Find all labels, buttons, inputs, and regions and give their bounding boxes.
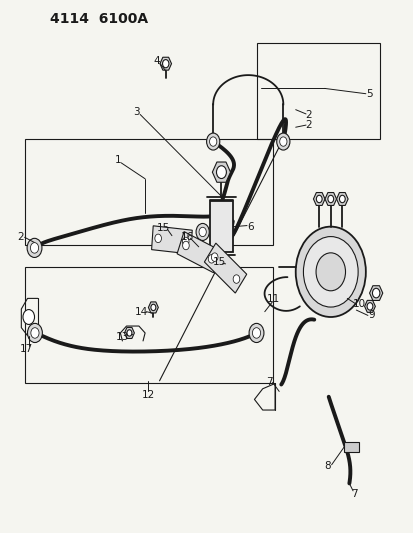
Polygon shape — [177, 232, 220, 273]
Polygon shape — [212, 162, 230, 182]
Circle shape — [154, 234, 161, 243]
Circle shape — [276, 133, 289, 150]
Text: 12: 12 — [141, 390, 154, 400]
Circle shape — [27, 238, 42, 257]
Bar — [209, 201, 232, 252]
Circle shape — [127, 330, 132, 336]
Text: 8: 8 — [324, 461, 330, 471]
Text: 10: 10 — [352, 298, 366, 309]
Circle shape — [327, 195, 333, 203]
Text: 4: 4 — [153, 56, 159, 66]
Circle shape — [211, 253, 218, 261]
Text: 11: 11 — [266, 294, 280, 304]
Circle shape — [23, 310, 34, 325]
Polygon shape — [151, 226, 192, 254]
Text: 3: 3 — [133, 107, 140, 117]
Circle shape — [196, 223, 209, 240]
Polygon shape — [364, 301, 375, 312]
Circle shape — [208, 255, 214, 263]
Circle shape — [206, 133, 219, 150]
Circle shape — [339, 195, 344, 203]
Text: 16: 16 — [180, 232, 193, 243]
Polygon shape — [324, 192, 336, 205]
Circle shape — [150, 304, 155, 311]
Circle shape — [182, 241, 189, 250]
Text: 17: 17 — [19, 344, 33, 354]
Text: 7: 7 — [266, 377, 272, 387]
Circle shape — [162, 60, 169, 68]
Circle shape — [295, 227, 365, 317]
Polygon shape — [159, 57, 171, 70]
Circle shape — [31, 328, 39, 338]
Text: 15: 15 — [212, 257, 225, 267]
Text: 9: 9 — [367, 310, 374, 320]
Circle shape — [27, 324, 42, 343]
Circle shape — [279, 137, 286, 146]
Bar — [343, 442, 358, 451]
Text: 2: 2 — [304, 110, 311, 120]
Polygon shape — [313, 192, 324, 205]
Text: 6: 6 — [247, 222, 253, 232]
Circle shape — [199, 227, 206, 237]
Text: 7: 7 — [351, 489, 357, 499]
Circle shape — [372, 288, 379, 298]
Text: 2: 2 — [17, 232, 24, 243]
Text: 1: 1 — [115, 155, 121, 165]
Circle shape — [252, 328, 260, 338]
Circle shape — [233, 275, 239, 284]
Circle shape — [31, 243, 38, 253]
Bar — [256, 43, 380, 139]
Circle shape — [315, 253, 345, 291]
Polygon shape — [369, 286, 382, 301]
Polygon shape — [336, 192, 347, 205]
Circle shape — [182, 237, 189, 246]
Polygon shape — [124, 327, 134, 338]
Text: 15: 15 — [157, 223, 170, 233]
Circle shape — [366, 303, 372, 310]
Text: 2: 2 — [304, 120, 311, 130]
Polygon shape — [148, 302, 158, 313]
Text: 4114  6100A: 4114 6100A — [50, 12, 148, 26]
Circle shape — [303, 237, 357, 307]
Text: 14: 14 — [135, 306, 148, 317]
Bar — [25, 266, 272, 383]
Circle shape — [209, 137, 216, 146]
Circle shape — [249, 324, 263, 343]
Text: 13: 13 — [116, 332, 129, 342]
Circle shape — [216, 166, 226, 179]
Bar — [25, 139, 272, 245]
Text: 5: 5 — [366, 88, 373, 99]
Polygon shape — [204, 243, 246, 293]
Circle shape — [316, 195, 321, 203]
